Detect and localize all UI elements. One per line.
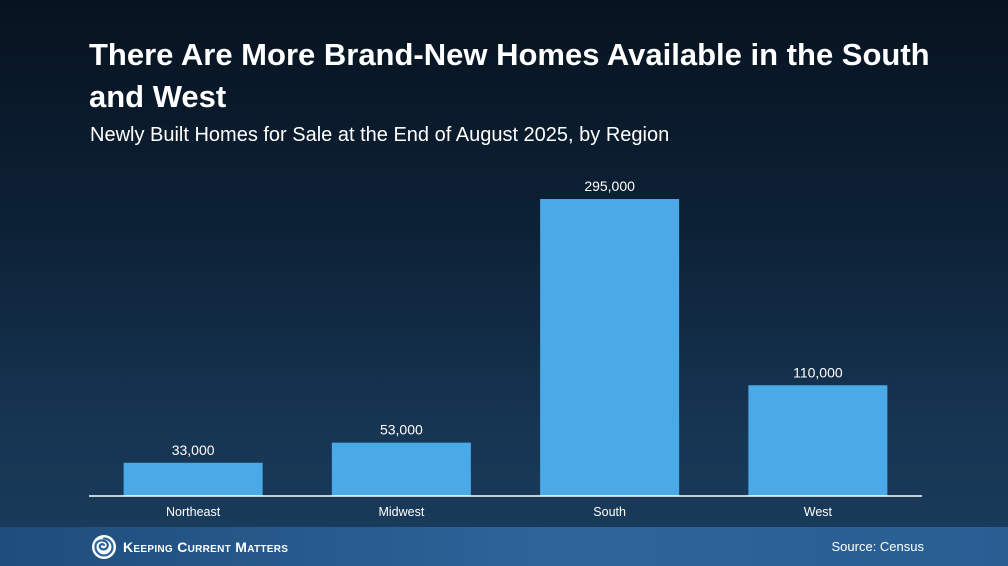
x-tick-label-south: South [593, 505, 626, 519]
x-tick-label-west: West [804, 505, 833, 519]
bar-chart: 33,000 Northeast 53,000 Midwest 295,000 South… [123, 178, 888, 519]
data-label-west: 110,000 [793, 364, 843, 380]
brand-name: Keeping Current Matters [123, 539, 289, 555]
bar-west [748, 385, 888, 496]
footer-bar: Keeping Current Matters Source: Census [0, 527, 1008, 566]
x-tick-label-midwest: Midwest [378, 505, 424, 519]
spiral-logo-icon [92, 535, 116, 559]
bar-south [540, 199, 680, 497]
data-label-northeast: 33,000 [172, 442, 215, 458]
brand-logo: Keeping Current Matters [91, 533, 288, 561]
chart-title: There Are More Brand-New Homes Available… [89, 37, 930, 114]
chart-subtitle: Newly Built Homes for Sale at the End of… [90, 124, 670, 146]
bar-northeast [123, 462, 263, 496]
bar-midwest [331, 442, 471, 496]
data-label-south: 295,000 [584, 178, 635, 194]
data-label-midwest: 53,000 [380, 422, 423, 438]
source-note: Source: Census [831, 539, 925, 554]
x-tick-label-northeast: Northeast [166, 505, 221, 519]
